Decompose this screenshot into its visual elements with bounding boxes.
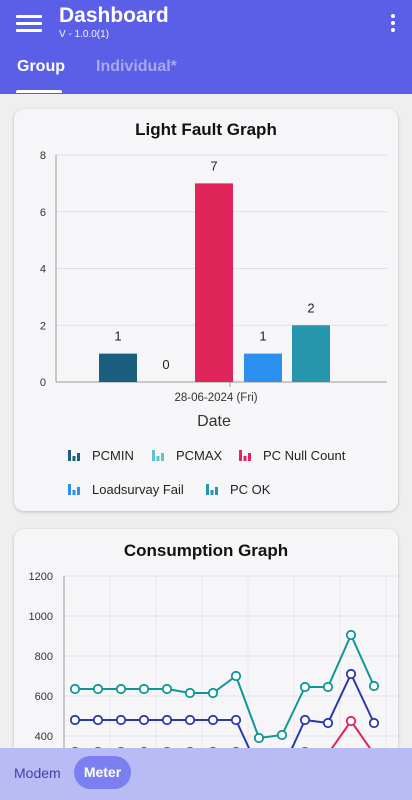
data-point	[92, 683, 104, 695]
legend-icon-bar	[243, 456, 247, 461]
x-axis-title: Date	[197, 413, 231, 430]
nav-modem[interactable]: Modem	[14, 765, 61, 781]
bottom-nav: Modem Meter	[0, 748, 412, 800]
tab-individual[interactable]: Individual*	[96, 58, 177, 75]
y-tick-label: 0	[40, 377, 46, 389]
y-tick-label: 4	[40, 264, 46, 276]
data-point	[276, 729, 288, 741]
data-point	[207, 687, 219, 699]
legend-icon-bar	[72, 456, 76, 461]
data-point	[184, 714, 196, 726]
legend-icon-bar	[161, 453, 164, 461]
legend-item: PCMAX	[152, 448, 223, 463]
data-point	[161, 714, 173, 726]
bar-value-label: 1	[114, 329, 121, 344]
y-tick-label: 1200	[29, 571, 53, 583]
data-point	[115, 714, 127, 726]
data-point	[184, 687, 196, 699]
legend-item: PC Null Count	[239, 448, 346, 463]
bar-value-label: 7	[210, 158, 217, 173]
legend-icon-bar	[206, 484, 209, 495]
nav-meter[interactable]: Meter	[74, 756, 131, 789]
legend-label: Loadsurvay Fail	[92, 482, 184, 497]
legend-icon-bar	[210, 490, 214, 495]
data-point	[69, 683, 81, 695]
data-point	[253, 732, 265, 744]
legend-label: PCMIN	[92, 448, 134, 463]
y-tick-label: 600	[35, 691, 53, 703]
legend-item: PCMIN	[68, 448, 134, 463]
data-point	[138, 714, 150, 726]
bar-value-label: 1	[259, 329, 266, 344]
data-point	[138, 683, 150, 695]
legend-label: PC Null Count	[263, 448, 346, 463]
legend-icon-bar	[156, 456, 160, 461]
data-point	[368, 717, 380, 729]
data-point	[345, 629, 357, 641]
y-tick-label: 400	[35, 731, 53, 743]
legend-icon-bar	[68, 484, 71, 495]
legend-icon-bar	[239, 450, 242, 461]
legend-label: PCMAX	[176, 448, 223, 463]
legend-icon-bar	[77, 453, 80, 461]
data-point	[345, 668, 357, 680]
legend-icon-bar	[152, 450, 155, 461]
y-tick-label: 800	[35, 651, 53, 663]
legend-icon-bar	[72, 490, 76, 495]
data-point	[207, 714, 219, 726]
data-point	[115, 683, 127, 695]
y-tick-label: 6	[40, 207, 46, 219]
legend-icon-bar	[248, 453, 251, 461]
legend-icon-bar	[68, 450, 71, 461]
tab-group[interactable]: Group	[17, 58, 65, 75]
light-fault-title: Light Fault Graph	[135, 120, 277, 139]
data-point	[322, 717, 334, 729]
bar-value-label: 2	[307, 300, 314, 315]
bar-pc-null-count	[195, 183, 233, 382]
legend-icon-bar	[215, 487, 218, 495]
y-tick-label: 1000	[29, 611, 53, 623]
y-tick-label: 8	[40, 150, 46, 162]
data-point	[345, 715, 357, 727]
data-point	[92, 714, 104, 726]
bar-loadsurvay-fail	[244, 353, 282, 382]
consumption-title: Consumption Graph	[123, 541, 289, 560]
light-fault-card: Light Fault Graph 0 2 4 6 8 1 0 7 1 2 28-06-2024 (…	[14, 109, 398, 511]
data-point	[161, 683, 173, 695]
page-title: Dashboard	[59, 4, 169, 27]
data-point	[69, 714, 81, 726]
y-tick-label: 2	[40, 320, 46, 332]
hamburger-menu-icon[interactable]	[16, 13, 42, 35]
app-bar: Dashboard V - 1.0.0(1) Group Individual*	[0, 0, 412, 94]
data-point	[368, 680, 380, 692]
data-point	[299, 714, 311, 726]
data-point	[322, 681, 334, 693]
data-point	[299, 681, 311, 693]
data-point	[230, 714, 242, 726]
data-point	[230, 670, 242, 682]
bar-pc-ok	[292, 325, 330, 382]
bar-pcmin	[99, 353, 137, 382]
more-vert-icon[interactable]	[388, 12, 398, 34]
legend-item: PC OK	[206, 482, 271, 497]
legend-item: Loadsurvay Fail	[68, 482, 184, 497]
bar-value-label: 0	[162, 357, 169, 372]
legend-label: PC OK	[230, 482, 271, 497]
active-tab-indicator	[16, 90, 62, 93]
app-version: V - 1.0.0(1)	[59, 29, 110, 40]
legend-icon-bar	[77, 487, 80, 495]
x-tick-label: 28-06-2024 (Fri)	[174, 392, 257, 404]
